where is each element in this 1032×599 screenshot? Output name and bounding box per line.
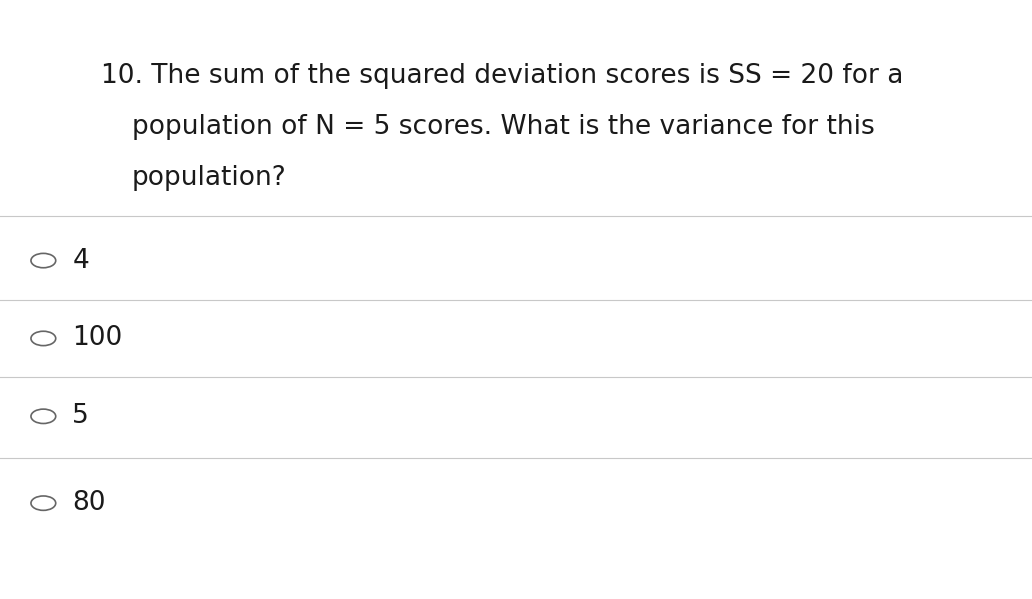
Text: 5: 5: [72, 403, 89, 429]
Text: 4: 4: [72, 247, 89, 274]
Text: population of N = 5 scores. What is the variance for this: population of N = 5 scores. What is the …: [132, 114, 875, 140]
Text: 80: 80: [72, 490, 105, 516]
Text: population?: population?: [132, 165, 287, 190]
Text: 10. The sum of the squared deviation scores is SS = 20 for a: 10. The sum of the squared deviation sco…: [101, 63, 903, 89]
Text: 100: 100: [72, 325, 123, 352]
